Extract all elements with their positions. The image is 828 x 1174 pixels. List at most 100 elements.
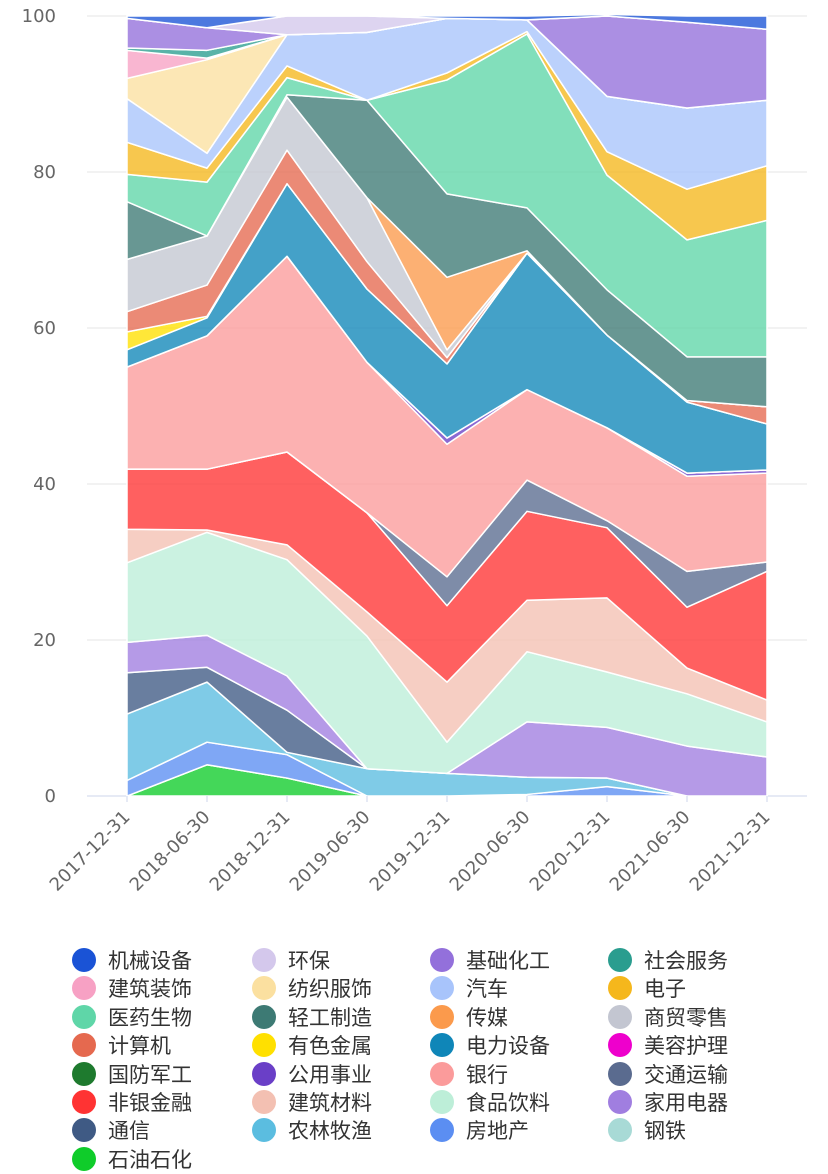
legend-item[interactable]: 非银金融 bbox=[72, 1088, 192, 1116]
legend-label: 医药生物 bbox=[108, 1005, 192, 1030]
legend-dot-icon bbox=[72, 1061, 96, 1086]
legend-item[interactable]: 银行 bbox=[430, 1060, 508, 1088]
legend-label: 基础化工 bbox=[466, 949, 550, 973]
legend-item[interactable]: 基础化工 bbox=[430, 946, 550, 974]
legend-item[interactable]: 建筑材料 bbox=[252, 1088, 372, 1116]
legend-dot-icon bbox=[252, 976, 276, 1001]
x-tick-label: 2020-06-30 bbox=[446, 807, 535, 896]
y-tick-label: 20 bbox=[33, 630, 56, 651]
legend-dot-icon bbox=[252, 1061, 276, 1086]
legend-dot-icon bbox=[252, 1090, 276, 1114]
legend-item[interactable]: 传媒 bbox=[430, 1003, 508, 1031]
legend-dot-icon bbox=[252, 1004, 276, 1029]
legend-item[interactable]: 石油石化 bbox=[72, 1145, 192, 1173]
legend-label: 钢铁 bbox=[644, 1119, 686, 1144]
legend-label: 国防军工 bbox=[108, 1062, 192, 1087]
x-tick-label: 2017-12-31 bbox=[46, 807, 135, 896]
legend-dot-icon bbox=[608, 1033, 632, 1058]
area-series bbox=[126, 13, 768, 797]
legend-item[interactable]: 美容护理 bbox=[608, 1031, 728, 1059]
legend-dot-icon bbox=[430, 1061, 454, 1086]
legend-label: 电力设备 bbox=[466, 1034, 550, 1059]
legend-item[interactable]: 农林牧渔 bbox=[252, 1116, 372, 1144]
legend-dot-icon bbox=[72, 1146, 96, 1171]
legend-label: 纺织服饰 bbox=[288, 977, 372, 1002]
legend-dot-icon bbox=[430, 1004, 454, 1029]
legend-label: 食品饮料 bbox=[466, 1091, 550, 1115]
legend-dot-icon bbox=[252, 1118, 276, 1143]
legend-item[interactable]: 纺织服饰 bbox=[252, 974, 372, 1002]
x-tick-label: 2019-12-31 bbox=[366, 807, 455, 896]
stacked-area-chart: 0 20 40 60 80 100 2017-12-312018-06-302018-12-… bbox=[22, 6, 807, 896]
legend-dot-icon bbox=[72, 1090, 96, 1114]
legend-label: 商贸零售 bbox=[644, 1005, 728, 1030]
legend-dot-icon bbox=[608, 1061, 632, 1086]
legend-dot-icon bbox=[608, 976, 632, 1001]
legend-label: 美容护理 bbox=[644, 1034, 728, 1059]
legend-item[interactable]: 有色金属 bbox=[252, 1031, 372, 1059]
x-tick-label: 2019-06-30 bbox=[286, 807, 375, 896]
x-tick-label: 2020-12-31 bbox=[526, 807, 615, 896]
legend-label: 银行 bbox=[466, 1062, 508, 1087]
y-tick-label: 80 bbox=[33, 162, 56, 183]
legend-item[interactable]: 房地产 bbox=[430, 1116, 529, 1144]
legend-item[interactable]: 商贸零售 bbox=[608, 1003, 728, 1031]
legend-label: 社会服务 bbox=[644, 949, 728, 973]
legend-label: 电子 bbox=[644, 977, 686, 1002]
legend-label: 石油石化 bbox=[108, 1147, 192, 1172]
legend-label: 公用事业 bbox=[288, 1062, 372, 1087]
legend-dot-icon bbox=[608, 1118, 632, 1143]
legend-label: 通信 bbox=[108, 1119, 150, 1144]
legend-label: 传媒 bbox=[466, 1005, 508, 1030]
x-tick-label: 2021-12-31 bbox=[686, 807, 775, 896]
legend-label: 交通运输 bbox=[644, 1062, 728, 1087]
legend-item[interactable]: 通信 bbox=[72, 1116, 150, 1144]
legend-label: 建筑材料 bbox=[288, 1091, 372, 1115]
legend-item[interactable]: 轻工制造 bbox=[252, 1003, 372, 1031]
y-tick-label: 60 bbox=[33, 318, 56, 339]
legend-dot-icon bbox=[72, 1004, 96, 1029]
legend-dot-icon bbox=[72, 1118, 96, 1143]
legend-item[interactable]: 汽车 bbox=[430, 974, 508, 1002]
y-tick-label: 0 bbox=[45, 786, 56, 807]
x-tick-label: 2021-06-30 bbox=[606, 807, 695, 896]
legend-item[interactable]: 公用事业 bbox=[252, 1060, 372, 1088]
legend-dot-icon bbox=[72, 948, 96, 972]
legend-dot-icon bbox=[72, 976, 96, 1001]
y-tick-label: 40 bbox=[33, 474, 56, 495]
legend-label: 非银金融 bbox=[108, 1091, 192, 1115]
legend-label: 建筑装饰 bbox=[108, 977, 192, 1002]
legend-item[interactable]: 家用电器 bbox=[608, 1088, 728, 1116]
legend-label: 计算机 bbox=[108, 1034, 171, 1059]
legend-item[interactable]: 机械设备 bbox=[72, 946, 192, 974]
legend-label: 农林牧渔 bbox=[288, 1119, 372, 1144]
legend-label: 有色金属 bbox=[288, 1034, 372, 1059]
legend-item[interactable]: 环保 bbox=[252, 946, 330, 974]
legend-item[interactable]: 建筑装饰 bbox=[72, 974, 192, 1002]
x-tick-label: 2018-06-30 bbox=[126, 807, 215, 896]
legend-item[interactable]: 钢铁 bbox=[608, 1116, 686, 1144]
legend-label: 机械设备 bbox=[108, 949, 192, 973]
legend-dot-icon bbox=[430, 976, 454, 1001]
legend-dot-icon bbox=[430, 948, 454, 972]
legend-dot-icon bbox=[430, 1090, 454, 1114]
x-tick-label: 2018-12-31 bbox=[206, 807, 295, 896]
legend-dot-icon bbox=[608, 948, 632, 972]
y-tick-label: 100 bbox=[22, 6, 56, 27]
legend-item[interactable]: 国防军工 bbox=[72, 1060, 192, 1088]
legend-dot-icon bbox=[430, 1118, 454, 1143]
legend-dot-icon bbox=[608, 1004, 632, 1029]
legend-dot-icon bbox=[252, 948, 276, 972]
legend-item[interactable]: 计算机 bbox=[72, 1031, 171, 1059]
legend-label: 家用电器 bbox=[644, 1091, 728, 1115]
legend-label: 房地产 bbox=[466, 1119, 529, 1144]
legend-item[interactable]: 电子 bbox=[608, 974, 686, 1002]
legend-item[interactable]: 交通运输 bbox=[608, 1060, 728, 1088]
legend-item[interactable]: 食品饮料 bbox=[430, 1088, 550, 1116]
legend-item[interactable]: 社会服务 bbox=[608, 946, 728, 974]
legend-label: 环保 bbox=[288, 949, 330, 973]
legend-item[interactable]: 医药生物 bbox=[72, 1003, 192, 1031]
legend-dot-icon bbox=[72, 1033, 96, 1058]
legend-item[interactable]: 电力设备 bbox=[430, 1031, 550, 1059]
